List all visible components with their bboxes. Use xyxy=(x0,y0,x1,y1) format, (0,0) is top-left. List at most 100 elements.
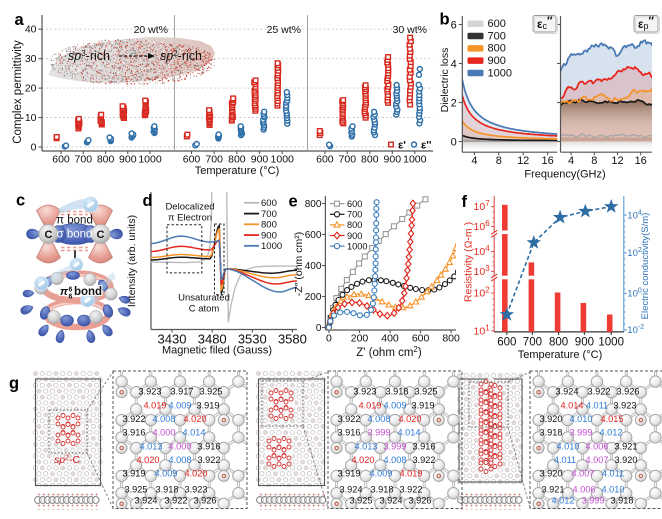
svg-text:3.924: 3.924 xyxy=(556,387,579,397)
svg-text:400: 400 xyxy=(305,261,322,272)
svg-text:Temperature (°C): Temperature (°C) xyxy=(518,349,602,361)
svg-text:12: 12 xyxy=(517,155,529,167)
svg-text:e: e xyxy=(289,192,298,210)
svg-text:600: 600 xyxy=(183,154,201,166)
svg-text:a: a xyxy=(15,11,25,29)
svg-text:4.008: 4.008 xyxy=(153,414,176,424)
svg-text:4.014: 4.014 xyxy=(183,428,206,438)
svg-text:800: 800 xyxy=(361,154,379,166)
svg-text:20 wt%: 20 wt% xyxy=(134,24,168,36)
svg-text:600: 600 xyxy=(488,18,506,30)
svg-text:2: 2 xyxy=(451,97,457,109)
svg-text:3.918: 3.918 xyxy=(371,485,394,495)
svg-text:800: 800 xyxy=(305,199,322,210)
svg-text:4.020: 4.020 xyxy=(185,469,208,479)
svg-text:900: 900 xyxy=(575,337,594,349)
svg-text:C atom: C atom xyxy=(189,304,220,315)
svg-text:4: 4 xyxy=(451,58,457,70)
svg-text:6: 6 xyxy=(69,294,73,301)
svg-text:3.922: 3.922 xyxy=(413,455,436,465)
svg-text:3.916: 3.916 xyxy=(198,441,221,451)
svg-text:3.922: 3.922 xyxy=(198,455,221,465)
svg-text:6: 6 xyxy=(451,19,457,31)
svg-text:ε'': ε'' xyxy=(421,140,432,152)
svg-text:200: 200 xyxy=(351,333,369,345)
svg-text:900: 900 xyxy=(384,154,402,166)
svg-text:4.009: 4.009 xyxy=(370,469,393,479)
svg-text:3.919: 3.919 xyxy=(123,469,146,479)
svg-text:ε': ε' xyxy=(398,140,406,152)
svg-text:400: 400 xyxy=(381,333,399,345)
svg-text:4.011: 4.011 xyxy=(554,455,576,465)
svg-text:3.999: 3.999 xyxy=(582,496,605,506)
svg-text:0: 0 xyxy=(316,323,322,334)
svg-text:25 wt%: 25 wt% xyxy=(267,24,301,36)
svg-text:800: 800 xyxy=(549,337,568,349)
svg-text:3.918: 3.918 xyxy=(156,485,179,495)
svg-text:900: 900 xyxy=(347,231,362,241)
svg-text:600: 600 xyxy=(347,199,362,209)
svg-text:Resistivity (Ω-m ): Resistivity (Ω-m ) xyxy=(463,222,475,302)
svg-text:3.918: 3.918 xyxy=(611,496,634,506)
svg-text:3480: 3480 xyxy=(198,332,227,347)
svg-text:600: 600 xyxy=(497,337,516,349)
svg-text:Temperature (°C): Temperature (°C) xyxy=(195,165,279,177)
svg-text:π: π xyxy=(60,286,69,298)
svg-text:4: 4 xyxy=(568,155,574,167)
svg-text:600: 600 xyxy=(305,230,322,241)
svg-text:10: 10 xyxy=(25,112,37,124)
svg-text:sp2-C: sp2-C xyxy=(54,454,80,466)
svg-text:800: 800 xyxy=(228,154,246,166)
svg-text:1000: 1000 xyxy=(598,337,624,349)
svg-text:700: 700 xyxy=(339,154,357,166)
svg-text:3.916: 3.916 xyxy=(413,441,436,451)
svg-text:4.020: 4.020 xyxy=(399,414,422,424)
svg-text:700: 700 xyxy=(75,154,93,166)
svg-text:Unsaturated: Unsaturated xyxy=(178,293,230,304)
svg-text:Complex permittivity: Complex permittivity xyxy=(12,40,24,144)
svg-text:4.020: 4.020 xyxy=(137,455,160,465)
svg-text:3.922: 3.922 xyxy=(588,387,611,397)
svg-text:4.014: 4.014 xyxy=(561,401,584,411)
svg-text:4.014: 4.014 xyxy=(398,428,421,438)
svg-text:3.919: 3.919 xyxy=(412,401,435,411)
svg-text:700: 700 xyxy=(205,154,223,166)
svg-text:600: 600 xyxy=(52,154,70,166)
svg-text:4.012: 4.012 xyxy=(552,496,575,506)
svg-text:16: 16 xyxy=(635,155,647,167)
svg-text:4.010: 4.010 xyxy=(557,441,580,451)
svg-text:4.009: 4.009 xyxy=(169,401,192,411)
svg-text:800: 800 xyxy=(97,154,115,166)
svg-text:b: b xyxy=(440,11,450,29)
svg-text:4: 4 xyxy=(471,155,477,167)
svg-text:4.019: 4.019 xyxy=(144,401,167,411)
svg-text:4.009: 4.009 xyxy=(384,401,407,411)
svg-text:εp″: εp″ xyxy=(638,16,654,31)
svg-text:800: 800 xyxy=(347,220,362,230)
svg-text:3.926: 3.926 xyxy=(194,496,217,506)
svg-text:π bond: π bond xyxy=(56,215,93,227)
svg-text:3.918: 3.918 xyxy=(540,428,563,438)
svg-text:3.920: 3.920 xyxy=(615,455,638,465)
svg-text:3.916: 3.916 xyxy=(338,428,361,438)
svg-text:0: 0 xyxy=(31,142,37,154)
svg-text:C: C xyxy=(45,229,53,241)
svg-text:3.922: 3.922 xyxy=(123,414,146,424)
svg-text:3.923: 3.923 xyxy=(354,387,377,397)
svg-text:4.019: 4.019 xyxy=(400,469,423,479)
svg-text:4.012: 4.012 xyxy=(600,428,623,438)
svg-text:C: C xyxy=(97,229,105,241)
svg-text:3.923: 3.923 xyxy=(614,401,637,411)
svg-text:8: 8 xyxy=(591,155,597,167)
svg-text:4.020: 4.020 xyxy=(352,455,375,465)
svg-text:3.926: 3.926 xyxy=(617,387,640,397)
svg-text:3530: 3530 xyxy=(238,332,267,347)
svg-text:3.999: 3.999 xyxy=(570,428,593,438)
svg-text:4.006: 4.006 xyxy=(586,441,609,451)
svg-text:1000: 1000 xyxy=(347,241,367,251)
svg-text:3.916: 3.916 xyxy=(123,428,146,438)
svg-text:3.923: 3.923 xyxy=(139,387,162,397)
svg-text:Electric conductivity(S/m): Electric conductivity(S/m) xyxy=(640,213,651,320)
svg-text:900: 900 xyxy=(119,154,137,166)
svg-text:700: 700 xyxy=(261,209,277,220)
